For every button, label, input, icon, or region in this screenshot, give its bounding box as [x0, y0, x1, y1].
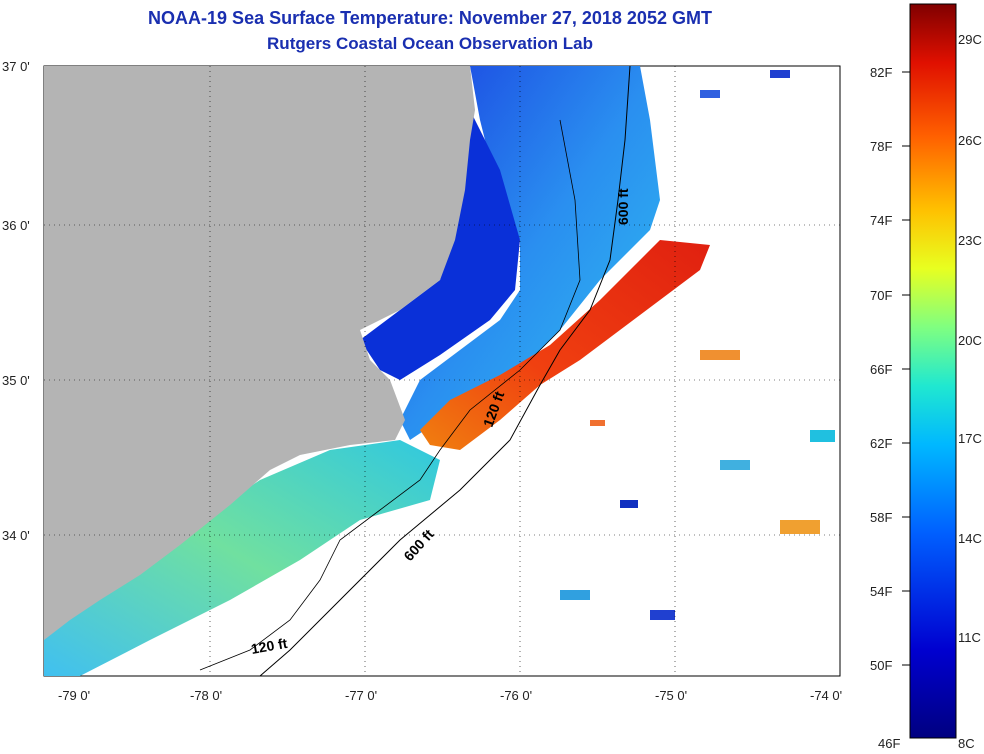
cb-c-26: 26C — [958, 133, 982, 148]
lon-label-79: -79 0' — [58, 688, 90, 703]
cb-f-62: 62F — [870, 436, 892, 451]
land — [44, 66, 475, 640]
contour-label-600ft-north: 600 ft — [615, 188, 631, 225]
lat-label-35: 35 0' — [2, 373, 30, 388]
northern-shelf-water — [400, 66, 660, 440]
pamlico-sound — [360, 110, 520, 380]
cb-f-54: 54F — [870, 584, 892, 599]
lat-label-34: 34 0' — [2, 528, 30, 543]
cb-f-58: 58F — [870, 510, 892, 525]
southern-coastal-water — [44, 440, 440, 676]
lon-label-78: -78 0' — [190, 688, 222, 703]
colorbar-ticks — [902, 71, 910, 666]
cb-f-74: 74F — [870, 213, 892, 228]
map-subtitle: Rutgers Coastal Ocean Observation Lab — [267, 34, 593, 53]
cb-f-46: 46F — [878, 736, 900, 751]
lon-label-75: -75 0' — [655, 688, 687, 703]
cb-c-29: 29C — [958, 32, 982, 47]
cb-c-23: 23C — [958, 233, 982, 248]
contour-label-120ft-south: 120 ft — [250, 635, 289, 657]
scattered-observations — [560, 70, 835, 620]
cb-c-8: 8C — [958, 736, 975, 751]
map-title: NOAA-19 Sea Surface Temperature: Novembe… — [148, 8, 712, 28]
map-content — [44, 66, 835, 676]
graticule — [44, 66, 840, 676]
lat-label-36: 36 0' — [2, 218, 30, 233]
gulf-stream-warm-water — [420, 240, 710, 450]
cb-f-82: 82F — [870, 65, 892, 80]
lon-label-77: -77 0' — [345, 688, 377, 703]
cb-f-50: 50F — [870, 658, 892, 673]
cb-c-17: 17C — [958, 431, 982, 446]
cb-c-11: 11C — [958, 630, 981, 645]
cb-c-20: 20C — [958, 333, 982, 348]
temperature-colorbar — [909, 3, 957, 739]
cb-c-14: 14C — [958, 531, 982, 546]
lon-label-74: -74 0' — [810, 688, 842, 703]
contour-600ft — [259, 66, 631, 676]
cb-f-66: 66F — [870, 362, 892, 377]
lat-label-37: 37 0' — [2, 59, 30, 74]
contour-120ft — [199, 119, 581, 671]
lon-label-76: -76 0' — [500, 688, 532, 703]
cb-f-78: 78F — [870, 139, 892, 154]
cb-f-70: 70F — [870, 288, 892, 303]
